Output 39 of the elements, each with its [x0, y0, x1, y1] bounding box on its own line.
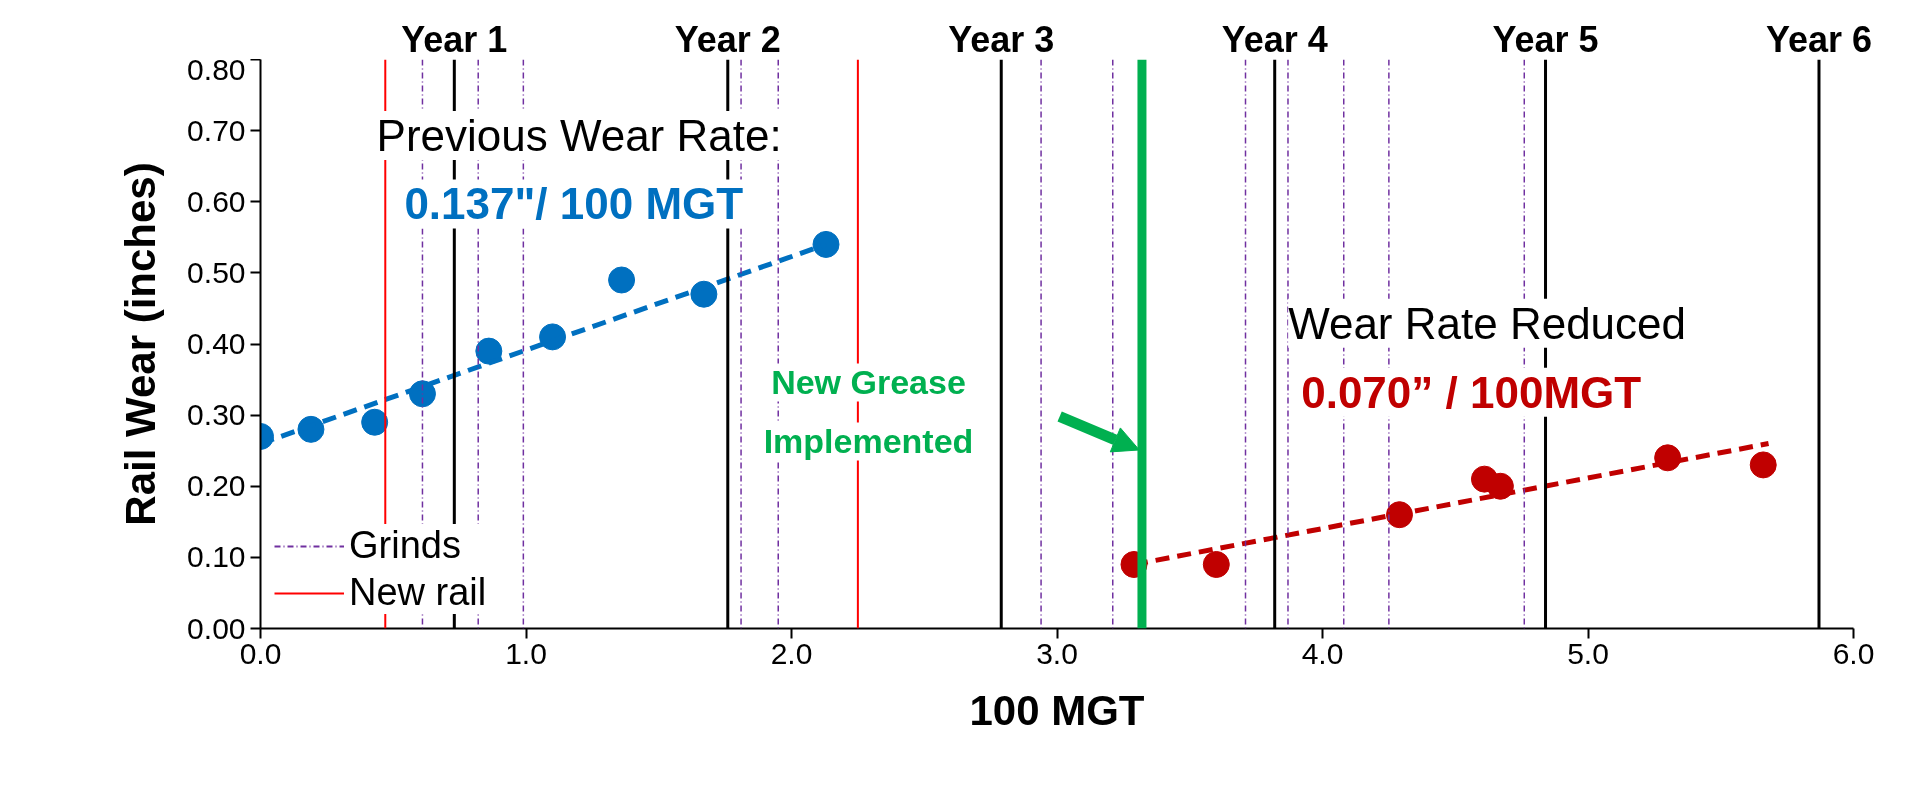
point	[690, 280, 718, 308]
point	[475, 337, 503, 365]
annotation: Implemented	[763, 422, 974, 461]
point	[812, 230, 840, 258]
y-tick-label: 0.30	[187, 398, 246, 432]
y-tick-label: 0.10	[187, 540, 246, 574]
point	[608, 266, 636, 294]
x-tick-label: 4.0	[1301, 636, 1344, 670]
annotation: Year 2	[674, 18, 781, 60]
annotation: Year 4	[1221, 18, 1328, 60]
annotation: 0.137"/ 100 MGT	[404, 179, 744, 229]
point	[1202, 551, 1230, 578]
point	[297, 415, 325, 443]
point	[361, 408, 389, 436]
x-tick-label: 3.0	[1036, 636, 1078, 670]
annotation: New Grease	[771, 363, 966, 402]
x-axis-title: 100 MGT	[969, 686, 1145, 734]
y-tick-label: 0.80	[187, 52, 246, 86]
point	[1749, 451, 1777, 479]
x-tick-label: 5.0	[1567, 636, 1609, 670]
annotation: Year 5	[1492, 18, 1599, 60]
ref-line-label: New rail	[349, 571, 487, 614]
annotation: Year 1	[401, 18, 508, 60]
x-tick-label: 1.0	[505, 636, 547, 670]
y-tick-label: 0.20	[187, 469, 246, 503]
annotation: Year 6	[1765, 18, 1873, 60]
y-tick-label: 0.70	[187, 113, 246, 147]
y-tick-label: 0.40	[187, 327, 246, 360]
x-tick-label: 6.0	[1832, 636, 1875, 670]
ref-line-label: Grinds	[349, 524, 461, 567]
y-axis-title: Rail Wear (inches)	[117, 162, 165, 526]
y-tick-label: 0.60	[187, 184, 246, 218]
x-tick-label: 2.0	[770, 636, 813, 670]
annotation: Wear Rate Reduced	[1288, 298, 1687, 348]
annotation: 0.070” / 100MGT	[1301, 367, 1642, 417]
point	[1486, 472, 1514, 500]
y-tick-label: 0.50	[187, 255, 246, 289]
annotation: Previous Wear Rate:	[376, 111, 782, 161]
annotation: Year 3	[948, 18, 1055, 60]
